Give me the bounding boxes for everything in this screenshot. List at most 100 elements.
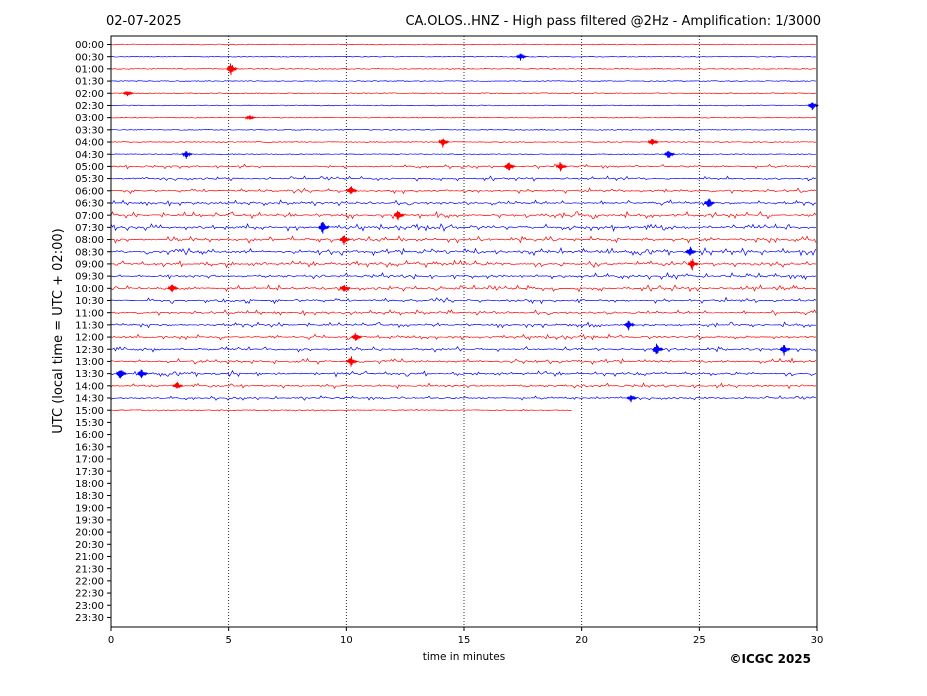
- event-burst: [438, 138, 450, 148]
- trace-02:30: [110, 104, 817, 107]
- y-tick-label: 21:00: [75, 552, 104, 563]
- event-burst: [687, 258, 699, 271]
- copyright-label: ©ICGC 2025: [729, 652, 811, 666]
- event-burst: [516, 53, 527, 61]
- event-burst: [664, 150, 676, 158]
- event-burst: [393, 210, 405, 221]
- event-burst: [779, 345, 791, 356]
- x-tick-label: 20: [575, 635, 588, 646]
- event-burst: [339, 235, 351, 245]
- y-tick-label: 16:00: [75, 430, 104, 441]
- y-tick-label: 03:00: [75, 113, 104, 124]
- y-tick-label: 11:00: [75, 308, 104, 319]
- y-tick-label: 14:30: [75, 394, 104, 405]
- event-burst: [685, 246, 697, 256]
- event-burst: [504, 162, 516, 171]
- y-tick-label: 07:00: [75, 211, 104, 222]
- event-burst: [624, 320, 636, 331]
- vertical-gridlines: [228, 36, 700, 627]
- y-tick-label: 01:00: [75, 64, 104, 75]
- y-axis-title: UTC (local time = UTC + 02:00): [51, 228, 66, 433]
- seismic-events: [115, 53, 819, 403]
- event-burst: [226, 63, 238, 75]
- y-tick-label: 04:00: [75, 138, 104, 149]
- seismic-traces: [110, 43, 817, 412]
- trace-04:30: [110, 153, 817, 155]
- event-burst: [626, 395, 638, 403]
- plot-frame: [110, 35, 818, 628]
- y-tick-label: 12:00: [75, 333, 104, 344]
- trace-12:30: [110, 346, 817, 353]
- trace-08:00: [110, 235, 817, 244]
- trace-02:00: [110, 92, 817, 95]
- event-burst: [339, 285, 351, 292]
- event-burst: [346, 186, 358, 195]
- x-tick-label: 30: [811, 635, 824, 646]
- y-tick-label: 22:30: [75, 589, 104, 600]
- y-tick-label: 10:00: [75, 284, 104, 295]
- y-tick-label: 10:30: [75, 296, 104, 307]
- trace-09:30: [110, 272, 817, 281]
- y-tick-label: 09:00: [75, 260, 104, 271]
- event-burst: [318, 221, 330, 234]
- y-tick-label: 04:30: [75, 150, 104, 161]
- x-tick-label: 10: [340, 635, 353, 646]
- y-tick-label: 14:00: [75, 381, 104, 392]
- y-tick-label: 21:30: [75, 564, 104, 575]
- x-tick-label: 15: [458, 635, 471, 646]
- y-tick-label: 17:30: [75, 467, 104, 478]
- chart-title: CA.OLOS..HNZ - High pass filtered @2Hz -…: [405, 14, 821, 29]
- event-burst: [652, 343, 664, 354]
- y-tick-label: 02:00: [75, 89, 104, 100]
- trace-14:30: [110, 395, 817, 401]
- y-tick-label: 03:30: [75, 125, 104, 136]
- y-tick-label: 19:00: [75, 503, 104, 514]
- trace-15:00: [110, 408, 572, 412]
- y-tick-label: 08:00: [75, 235, 104, 246]
- trace-00:00: [110, 43, 817, 46]
- trace-13:30: [110, 369, 817, 378]
- y-tick-label: 13:00: [75, 357, 104, 368]
- x-axis-title: time in minutes: [423, 651, 505, 663]
- event-burst: [245, 115, 257, 121]
- trace-14:00: [110, 382, 817, 390]
- event-burst: [351, 332, 363, 342]
- trace-00:30: [110, 55, 817, 58]
- y-tick-label: 20:30: [75, 540, 104, 551]
- x-tick-label: 0: [108, 635, 114, 646]
- event-burst: [172, 381, 184, 389]
- y-tick-label: 00:30: [75, 52, 104, 63]
- event-burst: [115, 370, 127, 379]
- trace-07:00: [110, 210, 817, 220]
- trace-01:00: [110, 68, 817, 70]
- date-label: 02-07-2025: [106, 14, 182, 29]
- trace-04:00: [110, 141, 817, 143]
- event-burst: [647, 138, 659, 146]
- y-tick-label: 15:30: [75, 418, 104, 429]
- y-tick-label: 00:00: [75, 40, 104, 51]
- y-tick-label: 13:30: [75, 369, 104, 380]
- trace-06:00: [110, 187, 817, 195]
- y-tick-label: 18:30: [75, 491, 104, 502]
- y-tick-label: 22:00: [75, 576, 104, 587]
- trace-10:00: [110, 284, 817, 293]
- trace-07:30: [110, 223, 817, 232]
- trace-03:00: [110, 116, 817, 119]
- y-tick-label: 18:00: [75, 479, 104, 490]
- x-tick-labels: 0 5 10 15 20 25 30: [108, 627, 824, 646]
- trace-08:30: [110, 246, 817, 257]
- event-burst: [137, 369, 148, 379]
- y-tick-label: 06:30: [75, 199, 104, 210]
- x-tick-label: 5: [225, 635, 231, 646]
- trace-12:00: [110, 333, 817, 341]
- event-burst: [556, 162, 567, 172]
- trace-05:00: [110, 163, 817, 170]
- y-tick-label: 09:30: [75, 272, 104, 283]
- y-tick-label: 16:30: [75, 442, 104, 453]
- y-tick-label: 17:00: [75, 455, 104, 466]
- y-tick-label: 02:30: [75, 101, 104, 112]
- y-tick-label: 23:00: [75, 601, 104, 612]
- trace-05:30: [110, 175, 817, 182]
